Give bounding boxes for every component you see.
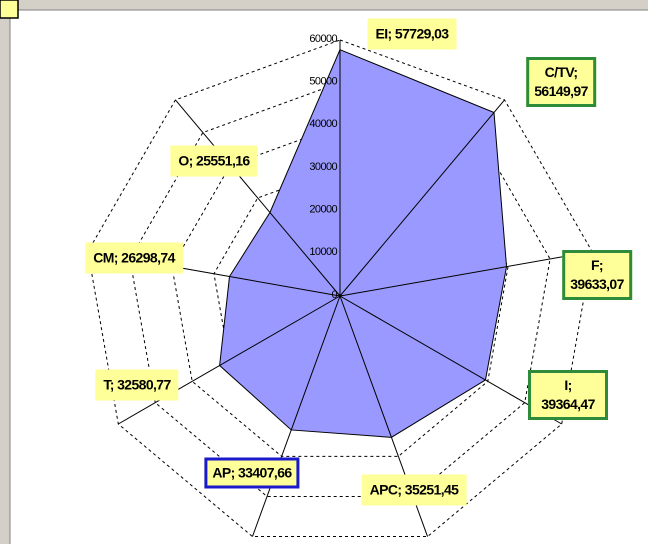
data-label: APC; 35251,45: [361, 474, 467, 506]
radial-axis: [339, 295, 562, 425]
grid-ring: [129, 82, 551, 497]
radial-axis: [118, 295, 341, 425]
grid-ring: [87, 39, 593, 538]
y-tick-label: 20000: [309, 204, 337, 216]
legend-fragment: [0, 0, 19, 19]
radial-axis: [175, 99, 341, 297]
data-label: I; 39364,47: [528, 370, 608, 420]
data-label: AP; 33407,66: [204, 457, 300, 489]
y-tick-label: 60000: [309, 33, 337, 45]
radar-area: [219, 49, 508, 438]
radial-axis: [339, 251, 593, 297]
radial-axis: [339, 99, 505, 297]
data-label: C/TV; 56149,97: [526, 57, 596, 107]
data-label: CM; 26298,74: [85, 242, 183, 274]
y-tick-label: 10000: [309, 246, 337, 258]
y-tick-label: 0: [331, 289, 337, 301]
data-label: T; 32580,77: [95, 369, 179, 401]
data-label: EI; 57729,03: [367, 18, 457, 50]
y-tick-label: 30000: [309, 161, 337, 173]
radial-axis: [251, 295, 341, 537]
data-label: O; 25551,16: [170, 145, 258, 177]
y-tick-label: 50000: [309, 76, 337, 88]
grid-ring: [213, 167, 467, 417]
y-tick-label: 40000: [309, 118, 337, 130]
data-label: F; 39633,07: [562, 250, 632, 300]
